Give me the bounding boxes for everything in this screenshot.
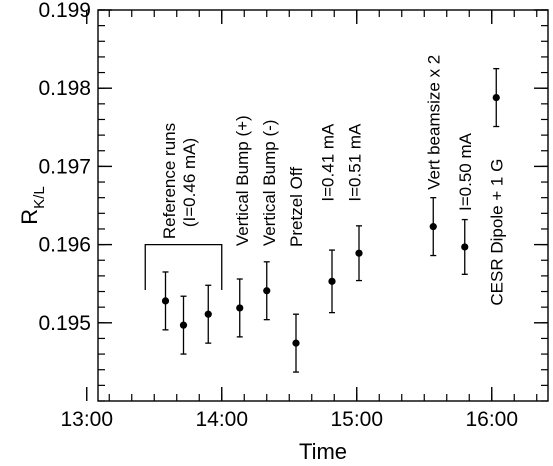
data-point xyxy=(292,339,300,347)
data-point xyxy=(236,304,244,312)
annotation-label: Reference runs(I=0.46 mA) xyxy=(160,123,199,239)
x-tick-label: 14:00 xyxy=(195,408,248,431)
annotation-line: (I=0.46 mA) xyxy=(180,138,199,227)
plot-frame xyxy=(97,9,549,402)
annotation-line: Reference runs xyxy=(160,123,179,239)
y-tick-label: 0.198 xyxy=(38,77,91,100)
x-tick-label: 16:00 xyxy=(465,408,518,431)
annotation-label: I=0.41 mA xyxy=(319,123,338,202)
data-point xyxy=(492,93,500,102)
annotation-line: I=0.41 mA xyxy=(319,123,338,202)
y-tick-label: 0.199 xyxy=(38,0,91,22)
data-point xyxy=(328,277,336,285)
annotations: Reference runs(I=0.46 mA) Vertical Bump (… xyxy=(160,55,506,306)
reference-runs-bracket xyxy=(144,243,223,290)
annotation-line: Pretzel Off xyxy=(287,167,306,247)
data-point xyxy=(204,310,212,318)
annotation-line: Vertical Bump (+) xyxy=(233,115,252,246)
y-axis-title-subscript: K/L xyxy=(31,186,48,209)
annotation-line: Vertical Bump (-) xyxy=(260,120,279,247)
x-tick-label: 15:00 xyxy=(330,408,383,431)
annotation-label: I=0.51 mA xyxy=(346,123,365,202)
annotation-line: I=0.51 mA xyxy=(346,123,365,202)
annotation-label: Vert beamsize x 2 xyxy=(424,55,443,190)
annotation-label: Vertical Bump (+) xyxy=(233,115,252,246)
x-axis-title: Time xyxy=(299,439,347,464)
y-tick-label: 0.196 xyxy=(38,234,91,257)
annotation-label: Vertical Bump (-) xyxy=(260,120,279,247)
annotation-label: Pretzel Off xyxy=(287,167,306,247)
annotation-label: CESR Dipole + 1 G xyxy=(487,159,506,306)
data-point xyxy=(355,249,363,257)
axes: 0.195 0.196 0.197 0.198 0.199 13:00 14:00 15:00… xyxy=(17,0,549,464)
annotation-line: I=0.50 mA xyxy=(456,132,475,211)
annotation-line: CESR Dipole + 1 G xyxy=(487,159,506,306)
x-tick-label: 13:00 xyxy=(60,408,113,431)
data-point xyxy=(263,287,271,295)
y-tick-label: 0.197 xyxy=(38,155,91,178)
data-point xyxy=(429,223,437,231)
annotation-label: I=0.50 mA xyxy=(456,132,475,211)
data-point xyxy=(461,243,469,251)
data-point xyxy=(161,297,170,305)
y-tick-label: 0.195 xyxy=(38,312,91,335)
annotation-line: Vert beamsize x 2 xyxy=(424,55,443,190)
data-point xyxy=(179,321,188,329)
y-axis-title: RK/L xyxy=(17,186,48,224)
y-axis-title-main: R xyxy=(17,209,42,225)
data-points xyxy=(144,68,500,373)
